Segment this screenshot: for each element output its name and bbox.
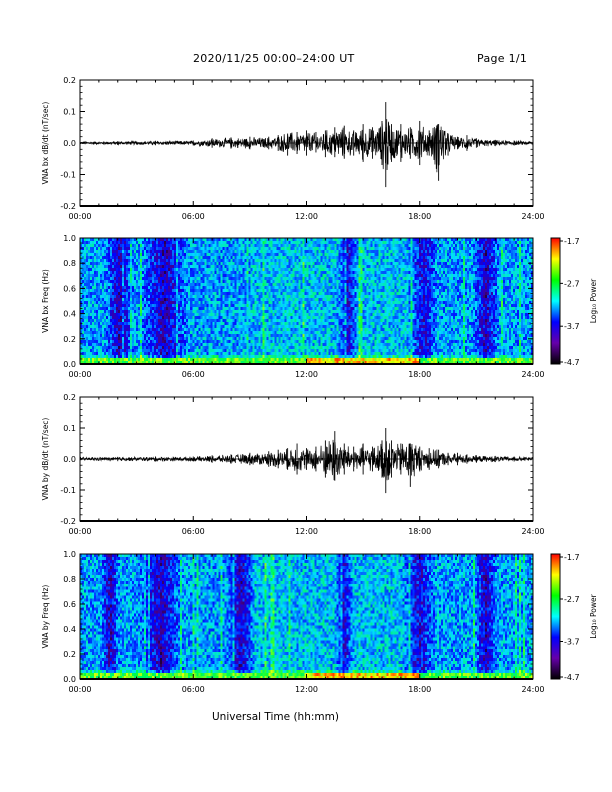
x-tick-label: 24:00 — [521, 527, 544, 536]
colorbar-scale — [550, 553, 561, 680]
y-tick-label: 0.2 — [63, 335, 76, 344]
y-tick-label: 0.4 — [63, 310, 76, 319]
x-tick-label: 12:00 — [295, 370, 318, 379]
x-tick-label: 12:00 — [295, 527, 318, 536]
y-tick-label: 0.0 — [63, 139, 76, 148]
x-tick-label: 12:00 — [295, 212, 318, 221]
y-tick-label: 0.2 — [63, 393, 76, 402]
y-axis-label: VNA by dB/dt (nT/sec) — [41, 418, 50, 501]
x-tick-label: 24:00 — [521, 212, 544, 221]
x-tick-label: 00:00 — [68, 212, 91, 221]
panel-2: 00:00 06:00 12:00 18:00 24:00 1.0 0.8 0.6 0.4 0.2… — [41, 234, 598, 379]
x-tick-label: 24:00 — [521, 370, 544, 379]
y-axis-label: VNA bx Freq (Hz) — [41, 269, 50, 333]
y-axis-label: VNA by Freq (Hz) — [41, 585, 50, 649]
colorbar-tick-label: -2.7 — [564, 595, 580, 604]
colorbar-label: Log₁₀ Power — [589, 278, 598, 323]
y-tick-label: 1.0 — [63, 234, 76, 243]
x-tick-label: 12:00 — [295, 685, 318, 694]
x-tick-label: 06:00 — [182, 370, 205, 379]
x-tick-label: 18:00 — [408, 212, 431, 221]
heatmap-cells — [80, 554, 534, 680]
y-tick-label: 0.2 — [63, 650, 76, 659]
colorbar-tick-label: -1.7 — [564, 553, 580, 562]
colorbar-tick-label: -1.7 — [564, 237, 580, 246]
header-page-number: Page 1/1 — [477, 52, 528, 65]
y-tick-label: -0.2 — [60, 517, 76, 526]
y-tick-label: 0.0 — [63, 360, 76, 369]
y-tick-label: 0.8 — [63, 575, 76, 584]
y-tick-label: 0.0 — [63, 675, 76, 684]
header-date-range: 2020/11/25 00:00–24:00 UT — [193, 52, 355, 65]
x-tick-label: 24:00 — [521, 685, 544, 694]
y-tick-label: 0.6 — [63, 600, 76, 609]
x-tick-label: 18:00 — [408, 685, 431, 694]
x-tick-label: 06:00 — [182, 685, 205, 694]
y-tick-label: -0.1 — [60, 171, 76, 180]
y-tick-label: -0.2 — [60, 202, 76, 211]
y-tick-label: 0.0 — [63, 455, 76, 464]
colorbar: -1.7 -2.7 -3.7 -4.7 Log₁₀ Power — [550, 237, 598, 367]
y-tick-label: 0.1 — [63, 424, 76, 433]
panel-3: 00:00 06:00 12:00 18:00 24:00 0.2 0.1 0.0 -0.1 -0… — [41, 393, 545, 536]
colorbar-tick-label: -3.7 — [564, 322, 580, 331]
colorbar-scale — [550, 237, 561, 365]
y-tick-label: 0.4 — [63, 625, 76, 634]
colorbar-tick-label: -2.7 — [564, 279, 580, 288]
panel-4: 00:00 06:00 12:00 18:00 24:00 1.0 0.8 0.6 0.4 0.2… — [41, 550, 598, 694]
y-tick-label: 0.2 — [63, 76, 76, 85]
y-axis-label: VNA bx dB/dt (nT/sec) — [41, 102, 50, 185]
x-tick-label: 06:00 — [182, 212, 205, 221]
x-tick-label: 00:00 — [68, 527, 91, 536]
y-tick-label: -0.1 — [60, 486, 76, 495]
panel-1: 00:00 06:00 12:00 18:00 24:00 0.2 0.1 0.0 -0.1 -0… — [41, 76, 545, 221]
x-tick-label: 00:00 — [68, 685, 91, 694]
x-tick-label: 18:00 — [408, 527, 431, 536]
colorbar-label: Log₁₀ Power — [589, 593, 598, 638]
x-tick-label: 18:00 — [408, 370, 431, 379]
colorbar-tick-label: -4.7 — [564, 673, 580, 682]
x-axis-label: Universal Time (hh:mm) — [212, 711, 339, 723]
colorbar: -1.7 -2.7 -3.7 -4.7 Log₁₀ Power — [550, 553, 598, 682]
y-tick-label: 1.0 — [63, 550, 76, 559]
colorbar-tick-label: -4.7 — [564, 358, 580, 367]
colorbar-tick-label: -3.7 — [564, 638, 580, 647]
y-tick-label: 0.8 — [63, 259, 76, 268]
y-tick-label: 0.1 — [63, 108, 76, 117]
heatmap-cells — [80, 238, 534, 365]
x-tick-label: 00:00 — [68, 370, 91, 379]
y-tick-label: 0.6 — [63, 284, 76, 293]
x-tick-label: 06:00 — [182, 527, 205, 536]
